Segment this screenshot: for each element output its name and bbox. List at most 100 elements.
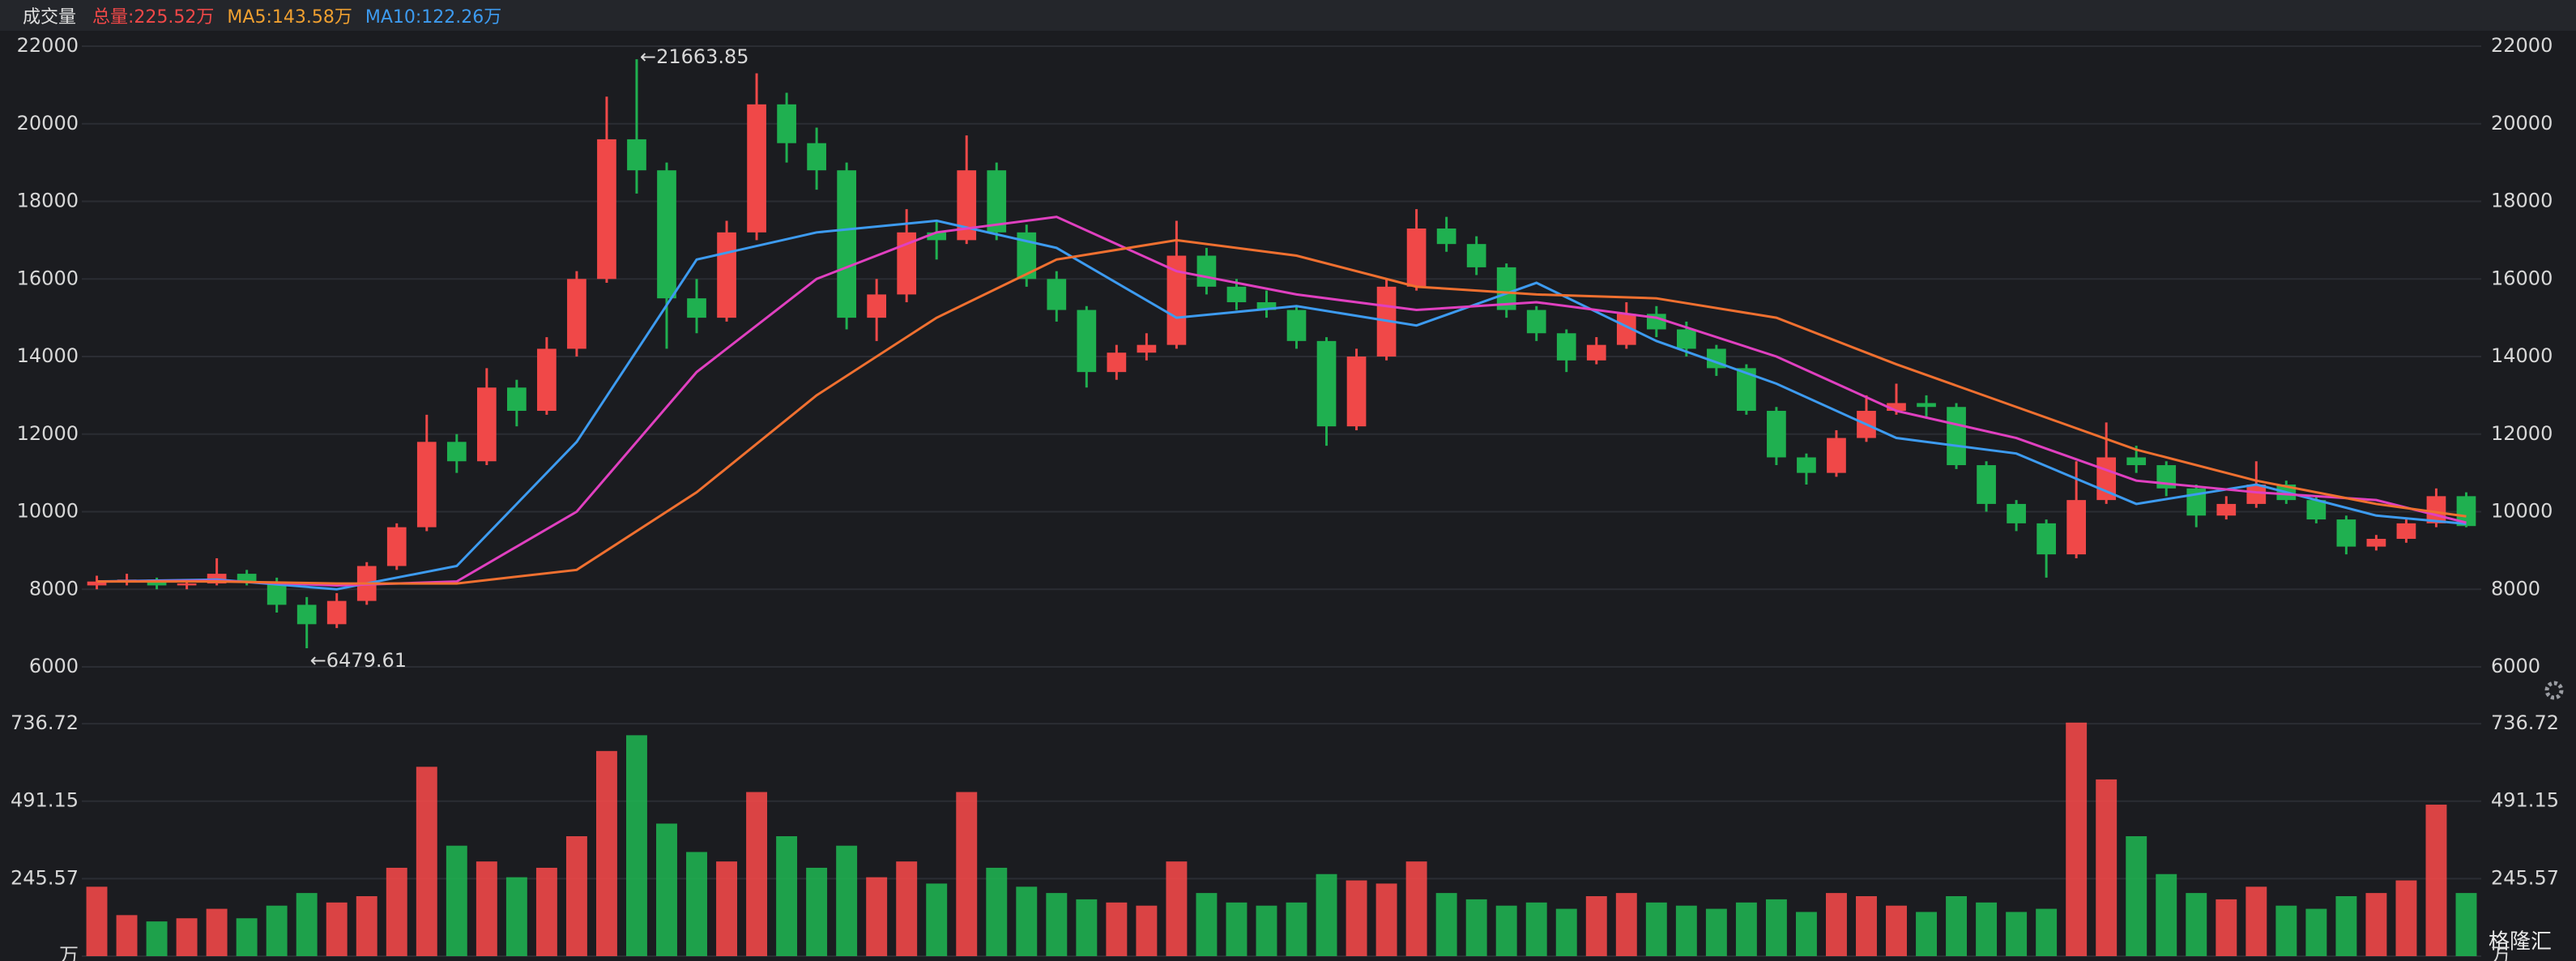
y-tick-label-right: 736.72 <box>2491 711 2559 734</box>
y-tick-label: 22000 <box>17 34 79 57</box>
y-tick-label-right: 10000 <box>2491 500 2553 523</box>
candle-body <box>87 581 107 586</box>
y-tick-label-right: 万 <box>2491 944 2510 961</box>
volume-bar <box>1435 893 1457 956</box>
y-tick-label-right: 20000 <box>2491 112 2553 135</box>
candle-body <box>1346 357 1367 427</box>
volume-bar <box>1076 899 1098 956</box>
volume-bar <box>2186 893 2207 956</box>
candle-body <box>386 527 407 566</box>
candle-body <box>296 604 317 625</box>
candle-body <box>1196 255 1217 287</box>
header-item: MA10:122.26万 <box>365 7 502 28</box>
y-tick-label: 20000 <box>17 112 79 135</box>
candle-body <box>567 279 586 349</box>
y-tick-label: 8000 <box>29 577 79 600</box>
volume-bar <box>1226 902 1247 956</box>
volume-bar <box>296 893 318 956</box>
candle-body <box>897 232 917 295</box>
candle-body <box>416 442 437 527</box>
ma-line <box>96 238 2467 585</box>
y-tick-label-right: 12000 <box>2491 422 2553 445</box>
volume-bar <box>86 886 108 956</box>
candle-body <box>1466 244 1486 267</box>
volume-bar <box>236 918 258 956</box>
volume-bar <box>1645 902 1667 956</box>
volume-bar <box>2305 908 2327 956</box>
candle-body <box>1017 232 1037 280</box>
volume-bar <box>2245 886 2267 956</box>
volume-bar <box>1106 902 1128 956</box>
candle-body <box>537 348 557 412</box>
y-tick-label: 736.72 <box>11 711 79 734</box>
candle-body <box>1737 368 1756 412</box>
volume-bar <box>2395 880 2417 956</box>
candle-body <box>867 294 887 318</box>
candle-body <box>957 170 977 241</box>
volume-bar <box>446 845 467 956</box>
candle-body <box>2007 503 2026 523</box>
candle-body <box>1077 310 1097 373</box>
volume-bar <box>1346 880 1367 956</box>
header-item: MA5:143.58万 <box>227 7 352 28</box>
volume-bar <box>2216 899 2237 956</box>
candle-body <box>1977 465 1996 504</box>
candle-body <box>747 104 766 233</box>
volume-bar <box>565 836 587 956</box>
candle-body <box>1827 438 1846 473</box>
volume-bar <box>2275 905 2297 956</box>
candle-body <box>987 170 1007 233</box>
candle-body <box>2336 519 2356 547</box>
candle-body <box>1887 403 1906 412</box>
volume-bar <box>1196 893 1218 956</box>
header-item: 总量:225.52万 <box>92 7 215 28</box>
volume-settings-button[interactable] <box>2544 681 2564 700</box>
candle-body <box>507 387 527 412</box>
candle-body <box>1797 457 1816 473</box>
volume-bar <box>1856 896 1877 956</box>
volume-bar <box>1615 893 1637 956</box>
y-tick-label-right: 16000 <box>2491 267 2553 289</box>
candle-body <box>687 298 706 318</box>
volume-bar <box>1946 896 1968 956</box>
volume-bar <box>416 767 437 956</box>
candle-body <box>777 104 796 143</box>
candle-body <box>1556 333 1576 361</box>
candle-body <box>657 170 676 299</box>
volume-bar <box>1256 905 1277 956</box>
volume-bar <box>836 845 858 956</box>
volume-bar <box>2006 912 2028 956</box>
candle-body <box>1917 403 1936 408</box>
candle-body <box>1496 267 1516 310</box>
volume-header: 成交量 总量:225.52万 MA5:143.58万 MA10:122.26万 <box>0 0 2576 31</box>
y-tick-label: 10000 <box>17 500 79 523</box>
y-tick-label-right: 491.15 <box>2491 789 2559 812</box>
volume-bar <box>716 861 737 956</box>
candle-body <box>807 143 826 171</box>
low-label: ←6479.61 <box>310 649 407 672</box>
volume-bar <box>1375 883 1397 956</box>
candle-body <box>1316 340 1337 427</box>
volume-bar <box>1795 912 1817 956</box>
candle-body <box>267 581 287 605</box>
candle-body <box>2426 496 2446 523</box>
candle-body <box>1586 344 1606 361</box>
candle-body <box>927 232 947 241</box>
volume-bar <box>2455 893 2477 956</box>
volume-bar <box>1316 873 1337 956</box>
volume-bar <box>1826 893 1847 956</box>
volume-bar <box>356 896 377 956</box>
candle-body <box>446 442 467 462</box>
volume-bar <box>1016 886 1038 956</box>
candle-body <box>2246 484 2267 504</box>
candle-body <box>2306 500 2327 520</box>
volume-bar <box>1555 908 1577 956</box>
y-tick-label: 14000 <box>17 344 79 367</box>
candle-body <box>2126 457 2147 466</box>
candle-body <box>1137 344 1157 353</box>
ma-line <box>96 216 2467 587</box>
y-tick-label: 245.57 <box>11 866 79 889</box>
volume-bar <box>2365 893 2387 956</box>
volume-bar <box>866 877 888 956</box>
volume-bar <box>386 867 407 956</box>
